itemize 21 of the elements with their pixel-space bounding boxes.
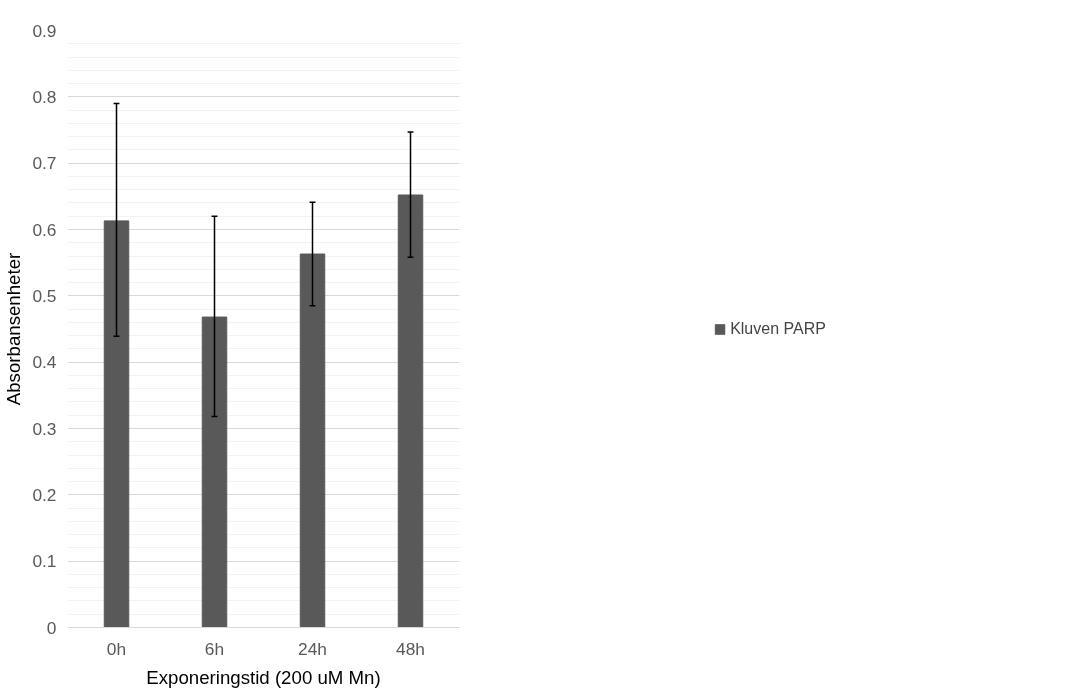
y-tick-label: 0.8 bbox=[32, 86, 57, 107]
x-tick-label: 0h bbox=[106, 638, 127, 659]
bar bbox=[201, 316, 228, 628]
x-tick-label: 24h bbox=[298, 638, 327, 659]
bar bbox=[397, 194, 424, 628]
x-axis-title: Exponeringstid (200 uM Mn) bbox=[146, 666, 381, 688]
y-tick-label: 0.1 bbox=[32, 551, 57, 572]
x-tick-label: 6h bbox=[204, 638, 225, 659]
y-tick-label: 0.9 bbox=[32, 20, 57, 41]
bar bbox=[299, 253, 326, 628]
y-tick-label: 0.7 bbox=[32, 153, 57, 174]
y-tick-label: 0.6 bbox=[32, 219, 57, 240]
bar bbox=[103, 220, 130, 628]
y-axis-title: Absorbansenheter bbox=[3, 252, 25, 406]
y-tick-label: 0.2 bbox=[32, 484, 57, 505]
legend-label: Kluven PARP bbox=[730, 319, 826, 338]
x-tick-label: 48h bbox=[396, 638, 425, 659]
y-tick-label: 0.5 bbox=[32, 285, 57, 306]
y-tick-label: 0.4 bbox=[32, 352, 57, 373]
y-tick-label: 0 bbox=[46, 617, 57, 638]
y-tick-label: 0.3 bbox=[32, 418, 57, 439]
